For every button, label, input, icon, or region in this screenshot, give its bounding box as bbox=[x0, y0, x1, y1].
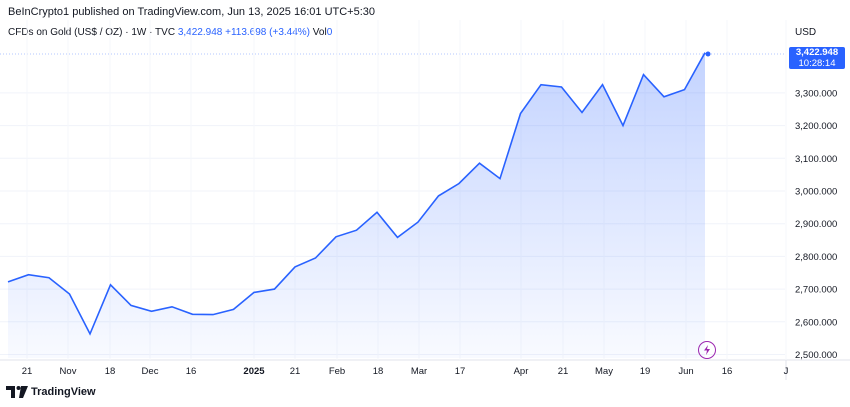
tradingview-logo-icon bbox=[6, 386, 28, 398]
price-tick-label: 2,700.000 bbox=[795, 285, 837, 296]
symbol-name[interactable]: CFDs on Gold (US$ / OZ) · 1W · TVC bbox=[8, 27, 176, 38]
last-value: 3,422.948 bbox=[177, 27, 223, 38]
time-tick-label: Jun bbox=[678, 366, 693, 377]
price-area-fill bbox=[8, 52, 705, 358]
time-axis[interactable]: 21 Nov 18 Dec 16 2025 21 Feb 18 Mar 17 Apr 21 May 19 Ju… bbox=[22, 366, 789, 377]
time-tick-label: Mar bbox=[411, 366, 427, 377]
price-tag: 3,422.948 10:28:14 bbox=[789, 47, 845, 69]
price-tag-value: 3,422.948 bbox=[795, 47, 839, 58]
time-tick-label: Dec bbox=[142, 366, 159, 377]
time-tick-label: 17 bbox=[455, 366, 466, 377]
time-tick-label: 2025 bbox=[243, 366, 265, 377]
price-line bbox=[7, 52, 706, 336]
time-tick-label: 19 bbox=[640, 366, 651, 377]
price-axis[interactable]: 3,300.000 3,200.000 3,100.000 3,000.000 2,90… bbox=[795, 88, 837, 361]
time-tick-label: Apr bbox=[514, 366, 529, 377]
price-tag-countdown: 10:28:14 bbox=[798, 58, 836, 69]
price-tick-label: 3,200.000 bbox=[795, 121, 837, 132]
last-point-marker bbox=[705, 51, 711, 57]
price-tick-label: 2,800.000 bbox=[795, 252, 837, 263]
time-tick-label: 21 bbox=[22, 366, 33, 377]
symbol-legend: CFDs on Gold (US$ / OZ) · 1W · TVC 3,422… bbox=[8, 27, 332, 38]
time-tick-label: J bbox=[784, 366, 789, 377]
time-tick-label: 16 bbox=[186, 366, 197, 377]
time-tick-label: May bbox=[595, 366, 613, 377]
time-tick-label: 21 bbox=[558, 366, 569, 377]
published-header: BeInCrypto1 published on TradingView.com… bbox=[8, 6, 376, 18]
price-change: +113.698 (+3.44%) bbox=[225, 27, 311, 38]
time-tick-label: 16 bbox=[722, 366, 733, 377]
time-tick-label: Nov bbox=[60, 366, 77, 377]
price-tick-label: 2,600.000 bbox=[795, 317, 837, 328]
time-tick-label: 21 bbox=[290, 366, 301, 377]
price-tick-label: 3,000.000 bbox=[795, 187, 837, 198]
time-tick-label: 18 bbox=[105, 366, 116, 377]
currency-label[interactable]: USD bbox=[795, 27, 817, 38]
volume-value: 0 bbox=[326, 27, 333, 38]
data-points bbox=[7, 52, 706, 334]
time-tick-label: Feb bbox=[329, 366, 345, 377]
flash-icon[interactable] bbox=[698, 341, 716, 359]
price-tick-label: 2,900.000 bbox=[795, 219, 837, 230]
tradingview-footer[interactable]: TradingView bbox=[6, 386, 96, 398]
time-tick-label: 18 bbox=[373, 366, 384, 377]
tradingview-brand: TradingView bbox=[31, 386, 96, 398]
volume-label: Vol bbox=[312, 27, 327, 38]
price-tick-label: 2,500.000 bbox=[795, 350, 837, 361]
price-tick-label: 3,300.000 bbox=[795, 88, 837, 99]
price-tick-label: 3,100.000 bbox=[795, 154, 837, 165]
